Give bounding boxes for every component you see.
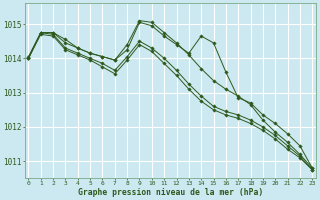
X-axis label: Graphe pression niveau de la mer (hPa): Graphe pression niveau de la mer (hPa) <box>78 188 263 197</box>
